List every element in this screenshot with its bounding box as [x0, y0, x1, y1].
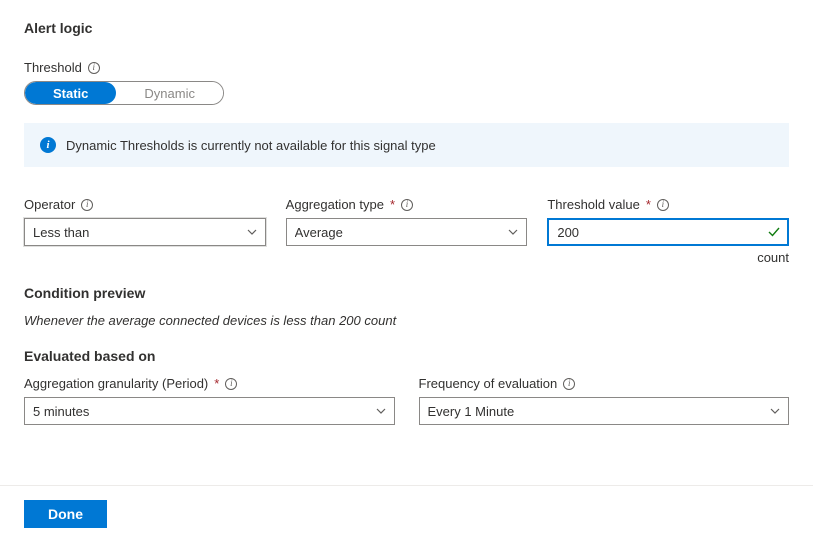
- required-marker: *: [646, 197, 651, 212]
- aggregation-type-label: Aggregation type: [286, 197, 384, 212]
- separator: [0, 485, 813, 486]
- checkmark-icon: [767, 225, 781, 239]
- info-bar: i Dynamic Thresholds is currently not av…: [24, 123, 789, 167]
- threshold-label: Threshold: [24, 60, 82, 75]
- threshold-static-option[interactable]: Static: [25, 82, 116, 104]
- info-icon[interactable]: i: [81, 199, 93, 211]
- page-title: Alert logic: [24, 20, 789, 36]
- info-icon[interactable]: i: [88, 62, 100, 74]
- threshold-toggle: Static Dynamic: [24, 81, 224, 105]
- info-bar-message: Dynamic Thresholds is currently not avai…: [66, 138, 436, 153]
- aggregation-granularity-select[interactable]: 5 minutes: [24, 397, 395, 425]
- condition-preview-heading: Condition preview: [24, 285, 789, 301]
- operator-label: Operator: [24, 197, 75, 212]
- aggregation-type-select[interactable]: Average: [286, 218, 528, 246]
- aggregation-granularity-label: Aggregation granularity (Period): [24, 376, 208, 391]
- threshold-label-row: Threshold i: [24, 60, 789, 75]
- evaluated-based-on-heading: Evaluated based on: [24, 348, 789, 364]
- aggregation-granularity-label-row: Aggregation granularity (Period) * i: [24, 376, 395, 391]
- frequency-label-row: Frequency of evaluation i: [419, 376, 790, 391]
- threshold-value-label: Threshold value: [547, 197, 640, 212]
- frequency-select[interactable]: Every 1 Minute: [419, 397, 790, 425]
- operator-label-row: Operator i: [24, 197, 266, 212]
- info-icon: i: [40, 137, 56, 153]
- threshold-value-unit: count: [547, 250, 789, 265]
- aggregation-type-label-row: Aggregation type * i: [286, 197, 528, 212]
- info-icon[interactable]: i: [401, 199, 413, 211]
- info-icon[interactable]: i: [225, 378, 237, 390]
- done-button[interactable]: Done: [24, 500, 107, 528]
- threshold-value-label-row: Threshold value * i: [547, 197, 789, 212]
- condition-preview-text: Whenever the average connected devices i…: [24, 313, 789, 328]
- frequency-label: Frequency of evaluation: [419, 376, 558, 391]
- threshold-dynamic-option[interactable]: Dynamic: [116, 82, 223, 104]
- required-marker: *: [390, 197, 395, 212]
- info-icon[interactable]: i: [563, 378, 575, 390]
- info-icon[interactable]: i: [657, 199, 669, 211]
- threshold-value-input[interactable]: [547, 218, 789, 246]
- operator-select[interactable]: Less than: [24, 218, 266, 246]
- required-marker: *: [214, 376, 219, 391]
